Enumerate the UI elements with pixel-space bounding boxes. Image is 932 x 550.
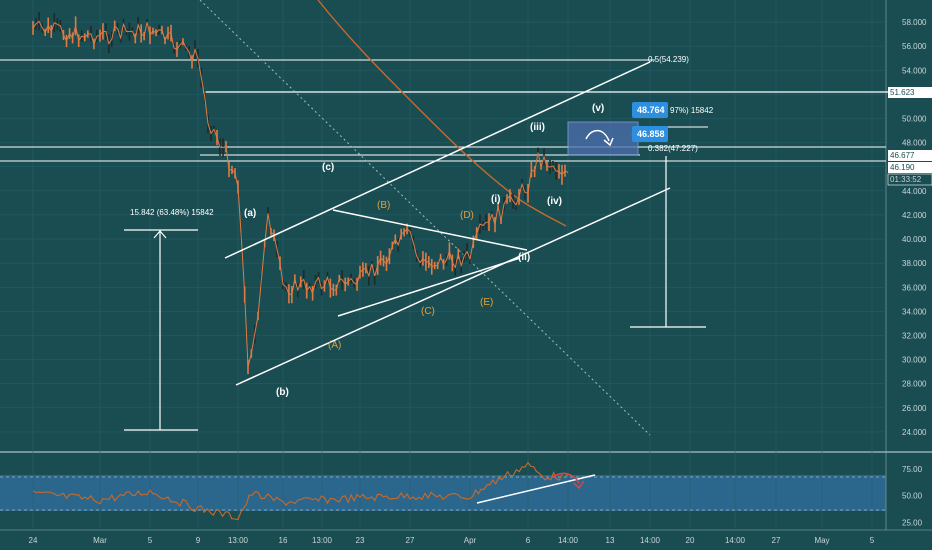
dotted-trendline[interactable] [199,0,651,436]
rsi-line [32,461,569,521]
rsi-red-arrow-icon [552,472,580,484]
rsi-axis: 25.00 50.00 75.00 [902,465,923,528]
price-tick-label: 58.000 [902,18,927,27]
triangle-lower-line[interactable] [337,257,521,317]
time-tick-label: 13:00 [312,536,333,545]
time-tick-label: 13:00 [228,536,249,545]
badge-lower[interactable] [632,126,668,142]
wave-label-iv: (iv) [547,196,562,207]
rsi-series-line [32,461,569,521]
wave-label-v: (v) [592,103,604,114]
wave-label-E: (E) [480,297,493,308]
price-tick-label: 44.000 [902,187,927,196]
time-tick-label: 14:00 [725,536,746,545]
countdown-tag-text: 01:33:52 [890,175,922,184]
time-tick-label: 5 [870,536,875,545]
time-tick-label: 23 [356,536,365,545]
time-tick-label: 20 [686,536,695,545]
wave-label-a: (a) [244,208,256,219]
channel-upper-line[interactable] [224,61,651,259]
price-tick-label: 38.000 [902,259,927,268]
price-tick-label: 34.000 [902,307,927,316]
time-tick-label: 14:00 [640,536,661,545]
wave-label-D: (D) [460,210,474,221]
wave-label-i: (i) [491,194,500,205]
badge-lower-text: 46.858 [637,129,665,139]
wave-label-c: (c) [322,162,334,173]
wave-label-C: (C) [421,306,435,317]
price-tag-51623 [888,87,932,98]
wave-label-B: (B) [377,200,390,211]
time-tick-label: Mar [93,536,107,545]
time-axis: 24 Mar 5 9 13:00 16 13:00 23 27 Apr 6 14:00 13 14:00 2… [29,536,875,545]
wave-label-iii: (iii) [530,122,545,133]
time-tick-label: 27 [772,536,781,545]
price-series-line [32,20,569,368]
channel-lower-line[interactable] [235,187,671,386]
badge-upper-text: 48.764 [637,105,665,115]
price-tag-51623-text: 51.623 [890,88,915,97]
price-tick-label: 28.000 [902,380,927,389]
target-zone-box[interactable] [567,121,639,156]
time-tick-label: 14:00 [558,536,579,545]
grid [0,0,886,530]
countdown-tag [887,173,932,186]
curved-arrow-head-icon [603,137,614,147]
price-tick-label: 24.000 [902,428,927,437]
fib-label-0.382: 0.382(47.227) [648,144,698,153]
price-tick-label: 48.000 [902,139,927,148]
wave-label-A: (A) [328,340,341,351]
price-tick-label: 32.000 [902,332,927,341]
price-tick-label: 54.000 [902,66,927,75]
price-tick-label: 56.000 [902,42,927,51]
price-tick-label: 36.000 [902,283,927,292]
price-tag-46677-text: 46.677 [890,151,915,160]
time-tick-label: 5 [148,536,153,545]
measure-arrow-icon [153,230,167,239]
rsi-red-arrow-head-icon [573,480,585,490]
price-tag-46677 [888,150,932,161]
time-tick-label: 24 [29,536,38,545]
rsi-band [0,475,886,511]
time-tick-label: 27 [406,536,415,545]
time-tick-label: May [814,536,829,545]
time-tick-label: 6 [526,536,531,545]
curved-arrow-icon [585,129,610,142]
triangle-upper-line[interactable] [332,209,528,251]
rsi-tick-label: 75.00 [902,465,923,474]
price-candles [32,12,569,375]
rsi-tick-label: 50.00 [902,492,923,501]
price-tick-label: 40.000 [902,235,927,244]
measure-label: 15.842 (63.48%) 15842 [130,208,214,217]
price-tick-label: 30.000 [902,356,927,365]
moving-average-line [317,0,567,227]
price-tag-46190-text: 46.190 [890,163,915,172]
price-tag-46190 [888,162,932,173]
price-tick-label: 26.000 [902,404,927,413]
time-tick-label: 16 [279,536,288,545]
badge-upper[interactable] [632,102,668,118]
time-tick-label: Apr [464,536,477,545]
time-tick-label: 13 [606,536,615,545]
badge-upper-note: 97%) 15842 [670,106,714,115]
fib-label-0.5: 0.5(54.239) [648,55,689,64]
rsi-tick-label: 25.00 [902,519,923,528]
price-tick-label: 42.000 [902,211,927,220]
rsi-trendline[interactable] [476,474,596,504]
time-tick-label: 9 [196,536,201,545]
price-tick-label: 50.000 [902,115,927,124]
wave-label-ii: (ii) [518,252,530,263]
wave-label-b: (b) [276,387,289,398]
